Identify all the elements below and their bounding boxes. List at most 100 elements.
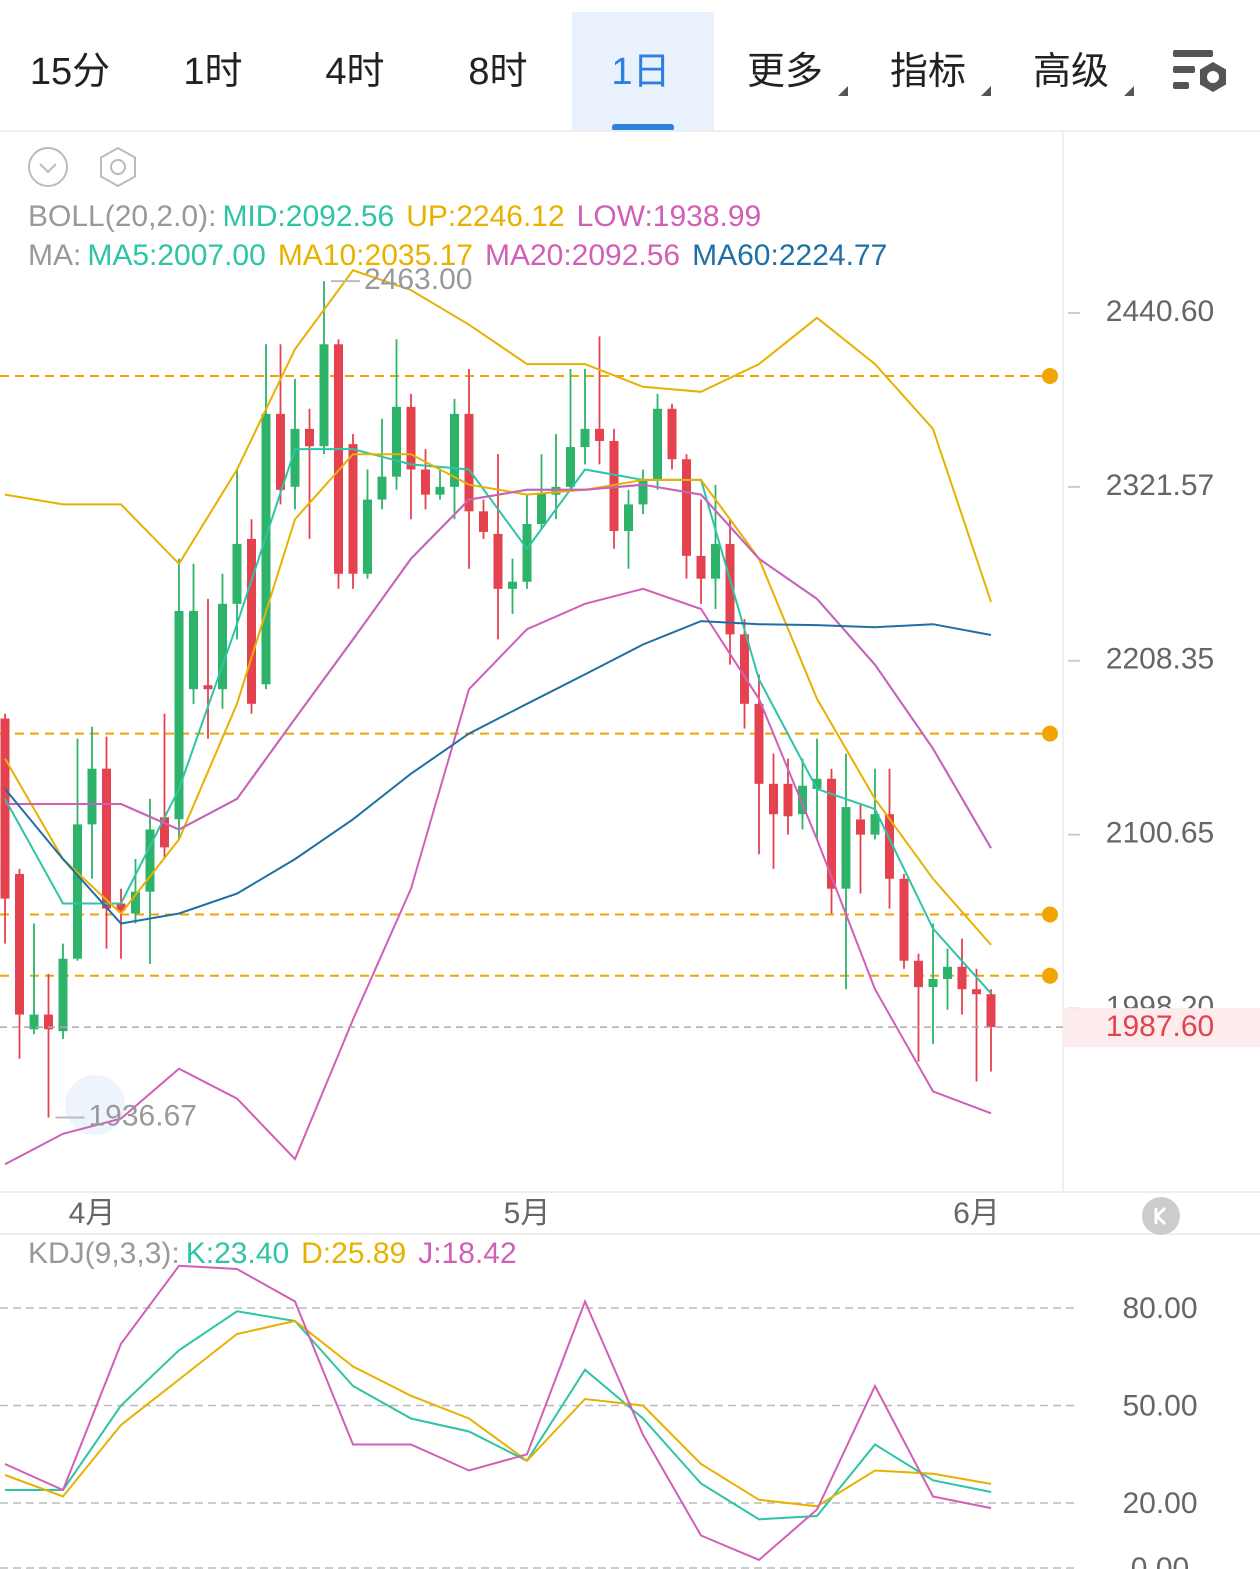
legend-item: MA20:2092.56 (485, 239, 680, 272)
candle-body (682, 459, 691, 556)
y-tick-label: 20.00 (1122, 1487, 1197, 1520)
candle-body (914, 960, 923, 988)
kdj-line (5, 1310, 992, 1521)
legend-item: MA5:2007.00 (87, 239, 265, 272)
legend-item: MA10:2035.17 (278, 239, 473, 272)
dropdown-caret (1124, 86, 1134, 96)
legend-item: LOW:1938.99 (577, 200, 762, 233)
icon-hole (1207, 71, 1219, 83)
candle-body (508, 581, 517, 589)
legend-item: D:25.89 (301, 1237, 406, 1270)
candle-body (479, 511, 488, 532)
candle-body (885, 814, 894, 879)
candle-body (363, 499, 372, 574)
extreme-label: 2463.00 (364, 263, 472, 296)
candle-body (580, 428, 590, 448)
dropdown-caret (838, 86, 848, 96)
tab[interactable]: 4时 (325, 51, 384, 93)
candle-body (943, 966, 952, 980)
extreme-label: 1936.67 (89, 1099, 197, 1132)
candle-body (116, 903, 126, 911)
candle-body (609, 440, 619, 532)
tab[interactable]: 15分 (30, 51, 110, 93)
candle-body (58, 958, 68, 1032)
y-tick-label: 2208.35 (1106, 643, 1214, 676)
candle-body (464, 413, 474, 512)
scroll-end-button[interactable] (1142, 1197, 1180, 1235)
tab[interactable]: 指标 (890, 51, 966, 93)
last-price-label: 1987.60 (1106, 1010, 1214, 1043)
candle-body (856, 819, 865, 835)
icon-bar (1173, 66, 1195, 73)
candle-body (435, 486, 445, 495)
candle-body (957, 966, 967, 990)
zoom-button[interactable] (65, 1075, 125, 1135)
tab[interactable]: 1时 (183, 51, 242, 93)
candle-body (261, 413, 271, 685)
legend-item: MA60:2224.77 (692, 239, 887, 272)
candle-body (73, 824, 82, 959)
settings-button[interactable] (100, 146, 136, 188)
candle-body (189, 610, 198, 690)
candle-body (870, 814, 880, 835)
legend-item: UP:2246.12 (406, 200, 564, 233)
candle-body (15, 873, 24, 1015)
candle-body (305, 428, 314, 447)
candle-body (711, 543, 720, 579)
last-price-box (1063, 1008, 1260, 1048)
y-tick-label: 80.00 (1122, 1292, 1197, 1325)
tab[interactable]: 更多 (747, 51, 823, 93)
candle-body (769, 783, 778, 815)
indicator-line (4, 453, 992, 946)
icon-bar (1173, 82, 1189, 89)
indicator-line (4, 587, 992, 1166)
tab[interactable]: 1日 (611, 51, 670, 93)
candle-body (145, 829, 155, 892)
candle-body (986, 994, 996, 1028)
candle-body (276, 413, 285, 490)
legend-item: K:23.40 (186, 1237, 289, 1270)
tab[interactable]: 8时 (468, 51, 527, 93)
candle-body (203, 685, 213, 690)
candle-body (638, 479, 648, 505)
price-line-handle (1042, 725, 1058, 742)
indicator-line (4, 269, 992, 603)
candle-body (334, 344, 343, 574)
settings-icon[interactable] (1173, 50, 1226, 92)
legend-title: KDJ(9,3,3): (28, 1237, 180, 1270)
price-line-handle (1042, 367, 1058, 384)
candle-body (131, 891, 140, 914)
legend-item: J:18.42 (418, 1237, 516, 1270)
y-tick-label: 2321.57 (1106, 469, 1214, 502)
indicator-line (4, 448, 992, 995)
candle-body (537, 492, 546, 525)
candle-body (87, 768, 97, 825)
tab-bar: 15分 1时 4时 8时 1日 更多 指标 高级 (30, 12, 1226, 131)
candle-body (972, 989, 981, 995)
price-line-handle (1042, 906, 1058, 923)
candle-body (392, 406, 401, 477)
chart-tools (28, 146, 136, 188)
candle-body (319, 344, 329, 447)
candle-body (247, 538, 256, 704)
legend-title: BOLL(20,2.0): (28, 200, 216, 233)
candle-body (566, 447, 575, 487)
y-tick-label: 2440.60 (1106, 295, 1214, 328)
candle-body (421, 469, 430, 495)
candle-body (218, 603, 227, 690)
candle-body (232, 543, 242, 604)
y-tick-label: 50.00 (1122, 1389, 1197, 1422)
tab[interactable]: 高级 (1033, 51, 1109, 93)
candle-body (899, 878, 909, 961)
collapse-button[interactable] (28, 147, 68, 187)
active-tab-background (572, 12, 714, 131)
candle-body (406, 406, 416, 470)
y-tick-label: 0.00 (1131, 1552, 1189, 1569)
candle-body (29, 1014, 39, 1030)
icon-bar (1173, 50, 1213, 57)
candle-body (595, 428, 604, 441)
candle-body (827, 778, 836, 889)
